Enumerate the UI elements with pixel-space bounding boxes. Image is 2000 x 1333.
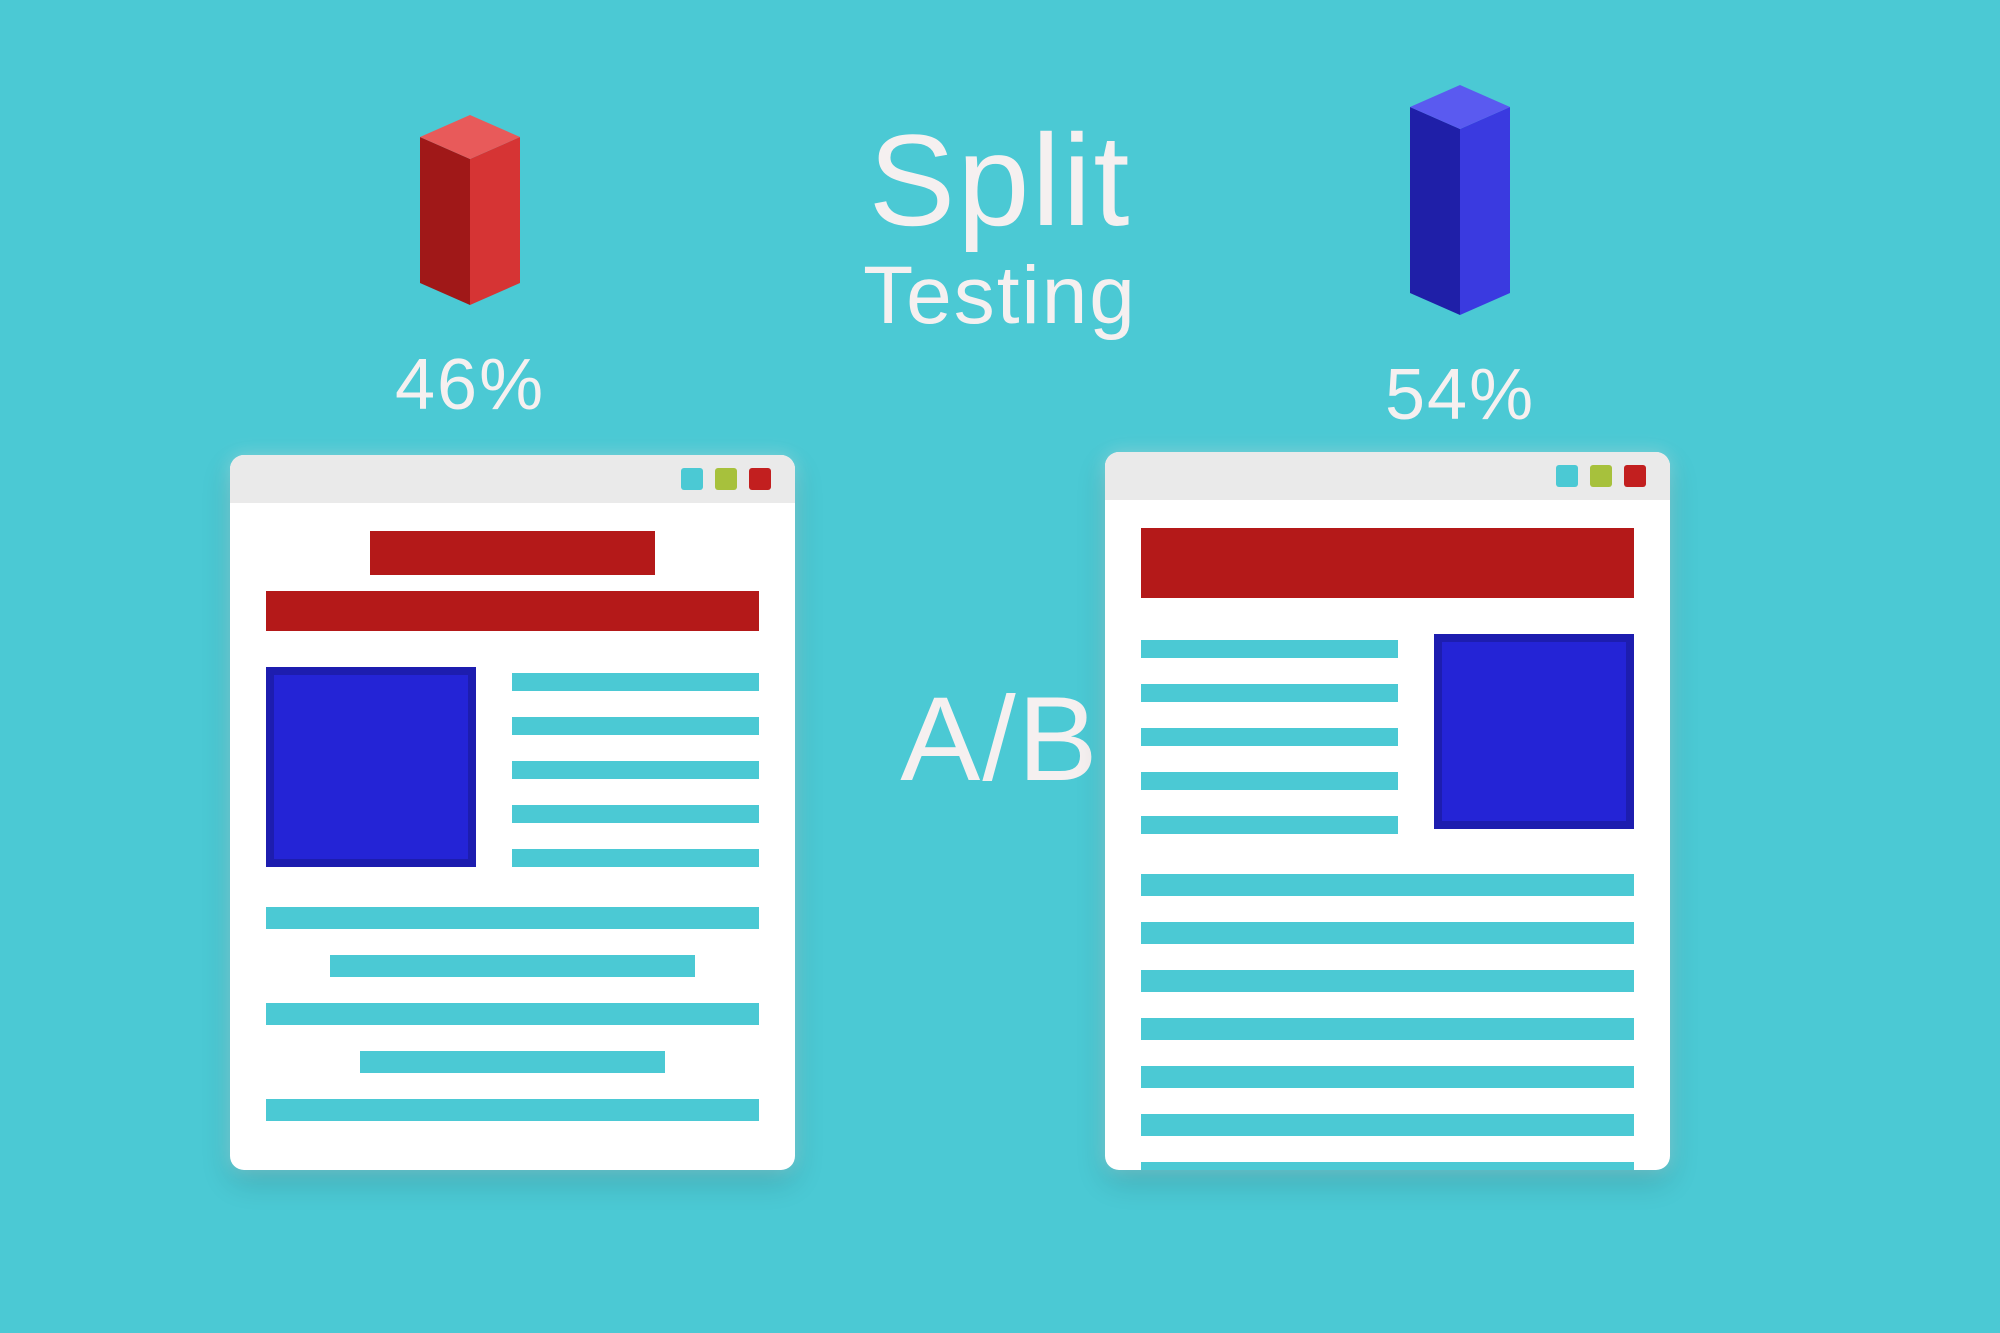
text-line [512, 849, 759, 867]
image-placeholder [266, 667, 476, 867]
title-line-2: Testing [863, 253, 1137, 339]
title: Split Testing [863, 115, 1137, 339]
variant-a-bar-group: 46% [395, 110, 545, 426]
window-dot-icon [681, 468, 703, 490]
text-line [1141, 640, 1398, 658]
text-line [1141, 684, 1398, 702]
window-dot-icon [715, 468, 737, 490]
mockup-variant-b [1105, 452, 1670, 1170]
window-dot-icon [1624, 465, 1646, 487]
header-bar-wide [266, 591, 759, 631]
text-line [1141, 874, 1634, 896]
text-line [1141, 1162, 1634, 1170]
variant-b-percent: 54% [1385, 354, 1535, 436]
variant-b-bar-group: 54% [1385, 80, 1535, 436]
text-line [330, 955, 695, 977]
variant-a-percent: 46% [395, 344, 545, 426]
ab-label: A/B [900, 670, 1099, 808]
text-line [1141, 922, 1634, 944]
image-placeholder [1434, 634, 1634, 829]
page-body [1105, 500, 1670, 1170]
window-chrome [1105, 452, 1670, 500]
text-line [512, 805, 759, 823]
text-line [1141, 772, 1398, 790]
full-width-lines [266, 907, 759, 1121]
window-dot-icon [1556, 465, 1578, 487]
text-line [266, 1099, 759, 1121]
text-line [512, 717, 759, 735]
window-chrome [230, 455, 795, 503]
two-column-row [266, 667, 759, 867]
text-lines-column [512, 667, 759, 867]
two-column-row [1141, 634, 1634, 834]
bar-a-icon [410, 110, 530, 332]
text-line [1141, 1114, 1634, 1136]
text-line [266, 1003, 759, 1025]
text-line [1141, 970, 1634, 992]
window-dot-icon [1590, 465, 1612, 487]
full-width-lines [1141, 874, 1634, 1170]
window-dot-icon [749, 468, 771, 490]
text-line [1141, 1066, 1634, 1088]
mockup-variant-a [230, 455, 795, 1170]
header-bar-small [370, 531, 656, 575]
text-line [1141, 816, 1398, 834]
text-lines-column [1141, 634, 1398, 834]
header-bar [1141, 528, 1634, 598]
text-line [266, 907, 759, 929]
text-line [1141, 728, 1398, 746]
text-line [512, 761, 759, 779]
text-line [1141, 1018, 1634, 1040]
bar-b-icon [1400, 80, 1520, 342]
title-line-1: Split [863, 115, 1137, 245]
text-line [360, 1051, 666, 1073]
text-line [512, 673, 759, 691]
page-body [230, 503, 795, 1157]
